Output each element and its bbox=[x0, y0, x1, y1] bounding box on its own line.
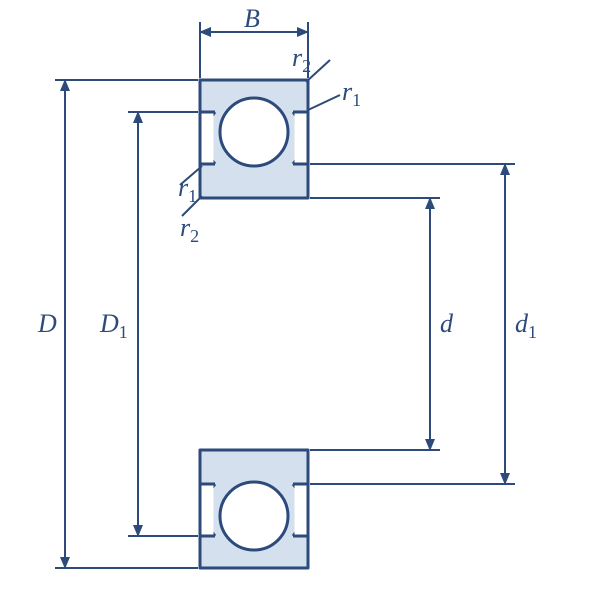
bottom-ball bbox=[220, 482, 288, 550]
top-slot-right-white bbox=[295, 114, 307, 163]
label-B: B bbox=[244, 4, 260, 33]
label-d1: d1 bbox=[515, 309, 537, 342]
label-D1: D1 bbox=[99, 309, 128, 342]
top-slot-left-white bbox=[202, 114, 214, 163]
dimension-d1 bbox=[310, 164, 515, 484]
label-r1-top: r1 bbox=[342, 77, 361, 110]
label-D: D bbox=[37, 309, 57, 338]
label-r2-below: r2 bbox=[180, 213, 199, 246]
bottom-ring-section bbox=[200, 450, 308, 568]
top-ring-section bbox=[200, 80, 308, 198]
label-d: d bbox=[440, 309, 454, 338]
label-r1-below: r1 bbox=[178, 173, 197, 206]
bottom-slot-right-white bbox=[295, 486, 307, 535]
bottom-slot-left-white bbox=[202, 486, 214, 535]
bearing-cross-section-diagram: B r2 r1 r1 r2 D D1 d d1 bbox=[0, 0, 600, 600]
top-ball bbox=[220, 98, 288, 166]
callout-r1-top bbox=[308, 95, 340, 110]
dimension-d bbox=[310, 198, 440, 450]
